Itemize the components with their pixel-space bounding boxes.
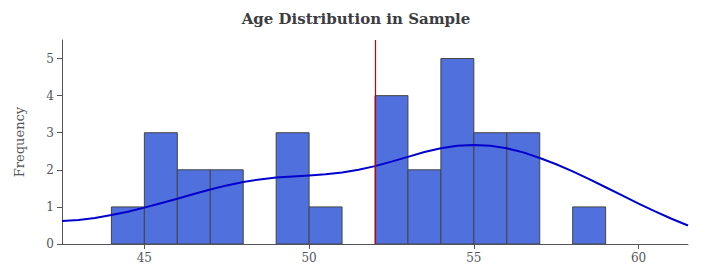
svg-text:1: 1 (46, 200, 54, 214)
svg-text:50: 50 (301, 251, 316, 265)
svg-text:55: 55 (466, 251, 481, 265)
svg-text:45: 45 (137, 251, 152, 265)
svg-text:60: 60 (631, 251, 646, 265)
svg-text:Age Distribution in Sample: Age Distribution in Sample (241, 10, 471, 28)
svg-text:Frequency: Frequency (12, 106, 27, 177)
svg-text:4: 4 (46, 89, 54, 103)
svg-text:5: 5 (46, 52, 54, 66)
svg-text:3: 3 (46, 126, 54, 140)
svg-text:2: 2 (46, 163, 54, 177)
svg-text:0: 0 (46, 237, 54, 251)
